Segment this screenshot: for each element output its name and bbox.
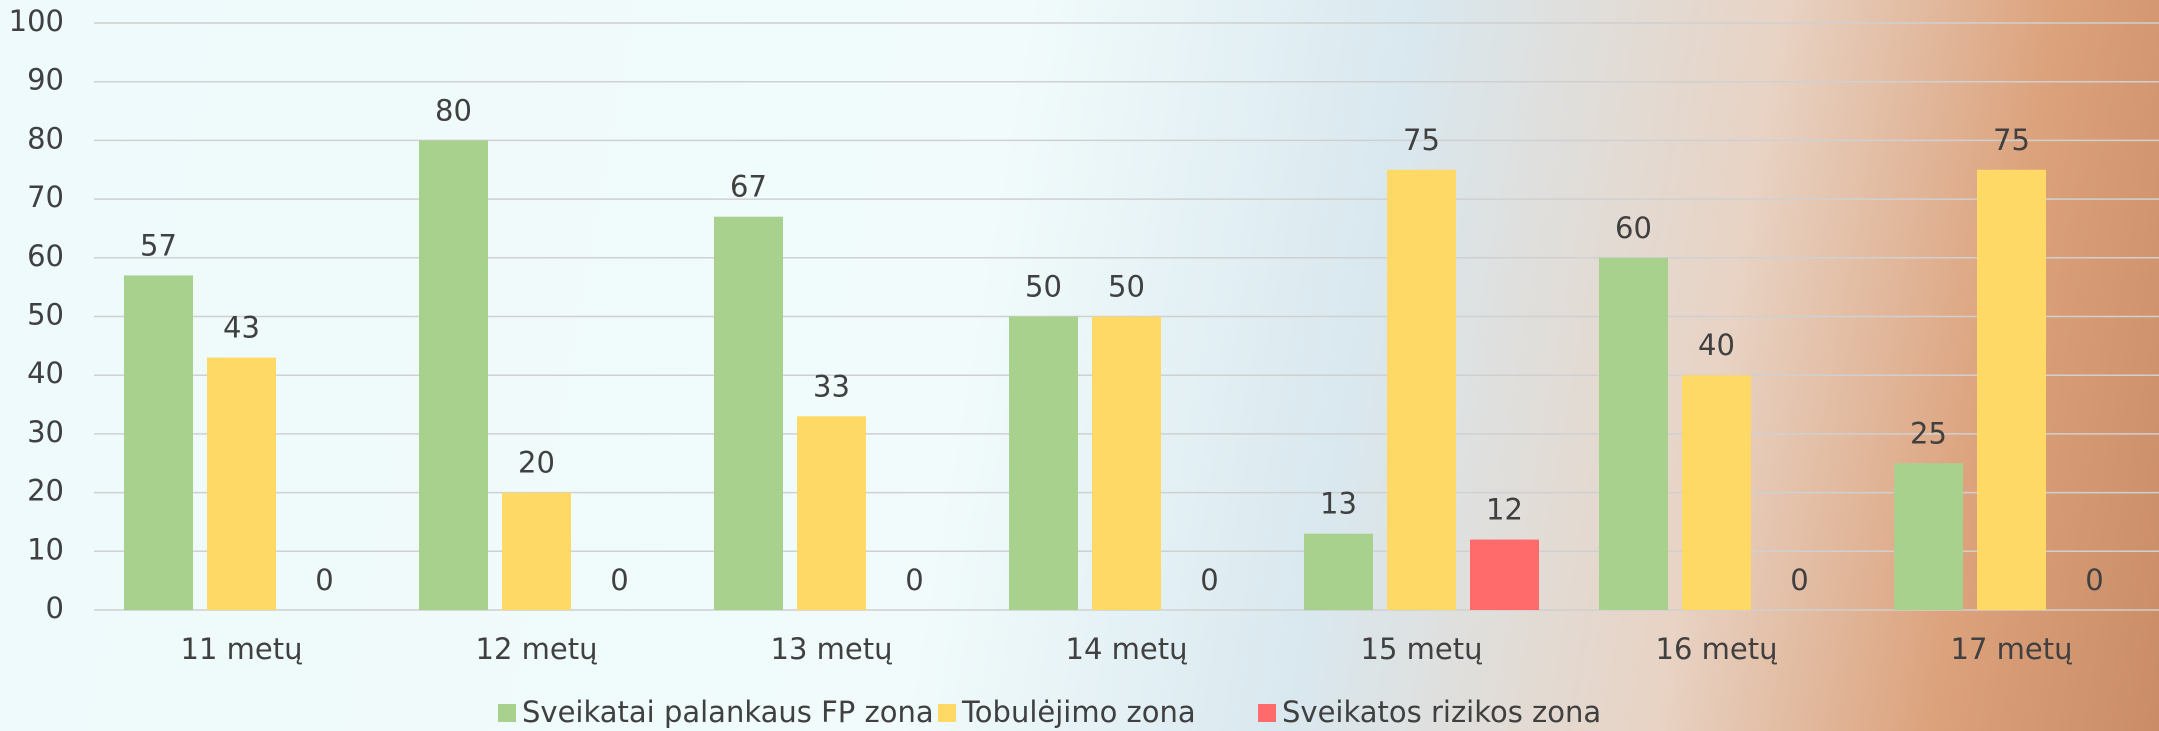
legend-swatch xyxy=(498,704,516,722)
data-label: 0 xyxy=(610,563,628,597)
bar xyxy=(1977,170,2046,610)
data-label: 20 xyxy=(518,446,555,480)
bar xyxy=(1599,258,1668,610)
data-label: 75 xyxy=(1993,123,2030,157)
data-label: 67 xyxy=(730,170,767,204)
bar xyxy=(124,275,193,610)
data-label: 0 xyxy=(1790,563,1808,597)
bar xyxy=(502,493,571,610)
bar xyxy=(1894,463,1963,610)
bar xyxy=(797,416,866,610)
bar xyxy=(207,358,276,610)
y-tick-label: 70 xyxy=(27,180,64,214)
data-label: 0 xyxy=(905,563,923,597)
data-label: 12 xyxy=(1486,493,1523,527)
y-tick-label: 30 xyxy=(27,415,64,449)
y-tick-label: 60 xyxy=(27,239,64,273)
legend-label: Sveikatai palankaus FP zona xyxy=(522,695,934,729)
y-tick-label: 10 xyxy=(27,532,64,566)
x-tick-label: 13 metų xyxy=(771,632,893,666)
data-label: 40 xyxy=(1698,328,1735,362)
data-label: 25 xyxy=(1910,416,1947,450)
x-tick-label: 12 metų xyxy=(476,632,598,666)
data-label: 50 xyxy=(1025,270,1062,304)
y-tick-label: 20 xyxy=(27,474,64,508)
bar xyxy=(1387,170,1456,610)
y-tick-label: 100 xyxy=(9,4,64,38)
y-tick-label: 40 xyxy=(27,356,64,390)
bar xyxy=(1304,534,1373,610)
legend-label: Tobulėjimo zona xyxy=(961,695,1196,729)
data-label: 75 xyxy=(1403,123,1440,157)
y-tick-label: 90 xyxy=(27,63,64,97)
data-label: 0 xyxy=(315,563,333,597)
legend-swatch xyxy=(938,704,956,722)
bar xyxy=(714,217,783,610)
bar xyxy=(419,140,488,610)
x-tick-label: 16 metų xyxy=(1656,632,1778,666)
legend-swatch xyxy=(1258,704,1276,722)
bar xyxy=(1009,317,1078,611)
x-tick-label: 17 metų xyxy=(1951,632,2073,666)
data-label: 57 xyxy=(140,228,177,262)
x-tick-label: 15 metų xyxy=(1361,632,1483,666)
page: 0 10 20 30 40 50 60 70 80 90 100 11 metų 57 43 0 12 met… xyxy=(0,0,2159,731)
bar xyxy=(1470,540,1539,610)
bar xyxy=(1682,375,1751,610)
data-label: 0 xyxy=(2085,563,2103,597)
data-label: 33 xyxy=(813,369,850,403)
y-tick-label: 50 xyxy=(27,298,64,332)
data-label: 50 xyxy=(1108,270,1145,304)
bar xyxy=(1092,317,1161,611)
data-label: 80 xyxy=(435,93,472,127)
y-tick-label: 0 xyxy=(46,591,64,625)
data-label: 13 xyxy=(1320,487,1357,521)
x-tick-label: 14 metų xyxy=(1066,632,1188,666)
data-label: 0 xyxy=(1200,563,1218,597)
chart: 0 10 20 30 40 50 60 70 80 90 100 11 metų 57 43 0 12 met… xyxy=(0,0,2159,731)
data-label: 43 xyxy=(223,311,260,345)
y-tick-label: 80 xyxy=(27,121,64,155)
data-label: 60 xyxy=(1615,211,1652,245)
legend-label: Sveikatos rizikos zona xyxy=(1282,695,1601,729)
x-tick-label: 11 metų xyxy=(181,632,303,666)
